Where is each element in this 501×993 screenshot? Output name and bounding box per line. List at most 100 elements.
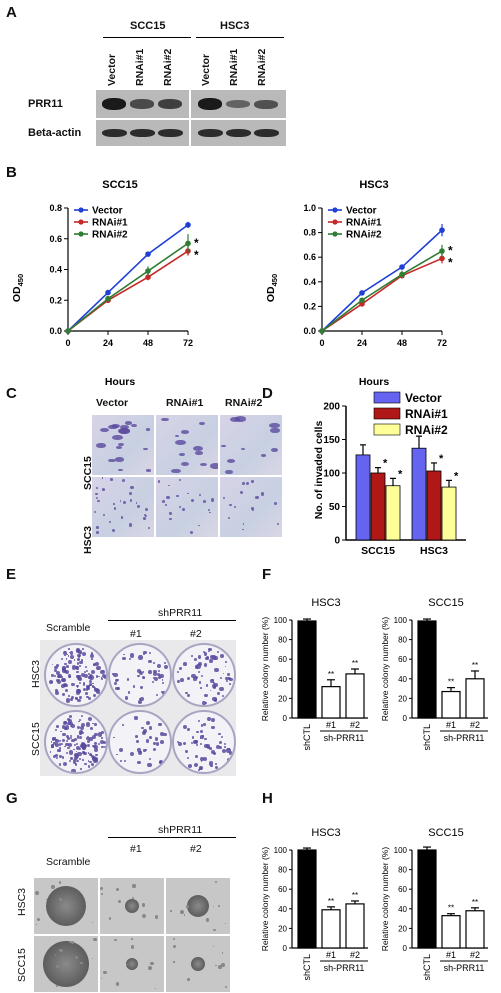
group-label: sh-PRR11	[444, 963, 485, 973]
colony	[215, 744, 220, 749]
blot-prr11	[96, 90, 286, 118]
colony	[53, 668, 57, 672]
scramble-label: Scramble	[46, 856, 91, 868]
colony	[197, 768, 201, 771]
bar	[426, 470, 442, 541]
legend-label: Vector	[405, 391, 442, 405]
lane-label: Vector	[106, 53, 118, 86]
colony	[149, 757, 152, 761]
colony	[201, 675, 204, 678]
colony	[76, 725, 80, 729]
colony	[219, 686, 224, 692]
stained-cell	[113, 507, 117, 510]
colony	[101, 745, 104, 749]
colony	[65, 698, 71, 703]
stained-cell	[93, 510, 96, 513]
stained-cell	[193, 446, 204, 452]
colony	[203, 652, 207, 656]
stained-cell	[241, 528, 244, 531]
debris	[154, 987, 156, 989]
colony	[129, 752, 135, 757]
colony	[95, 675, 99, 678]
shprr11-line	[108, 620, 236, 621]
colony	[90, 654, 95, 659]
colony	[66, 718, 71, 722]
x-tick-label: #1	[446, 950, 456, 960]
colony	[88, 696, 92, 701]
stained-cell	[207, 508, 211, 512]
stained-cell	[97, 499, 100, 503]
legend-marker	[78, 219, 84, 225]
series-line	[321, 257, 443, 332]
colony	[90, 673, 92, 676]
panel-label-f: F	[262, 566, 272, 583]
colony	[66, 736, 70, 740]
colony	[84, 762, 87, 766]
panel-label-b: B	[6, 164, 17, 181]
colony	[49, 750, 52, 753]
colony	[190, 742, 194, 745]
stained-cell	[146, 469, 151, 472]
data-point	[359, 297, 365, 304]
colony	[136, 674, 140, 678]
culture-dish	[44, 710, 108, 774]
colony	[94, 742, 97, 745]
colony	[206, 746, 210, 750]
colony	[113, 736, 115, 739]
stained-cell	[113, 503, 115, 505]
x-tick-label: shCTL	[422, 724, 432, 751]
y-tick-label: 60	[278, 655, 287, 664]
colony	[128, 658, 131, 661]
column-label: RNAi#1	[166, 397, 204, 409]
lane-label: RNAi#1	[228, 48, 240, 86]
colony	[103, 740, 106, 744]
stained-cell	[242, 523, 245, 525]
stained-cell	[171, 468, 182, 474]
bar	[355, 454, 371, 541]
colony	[78, 729, 84, 735]
colony	[56, 679, 61, 685]
colony	[226, 672, 230, 677]
legend-label: Vector	[346, 206, 377, 217]
colony	[196, 744, 198, 747]
bar	[345, 903, 365, 949]
sphere-tile	[100, 878, 164, 934]
colony	[60, 743, 63, 745]
data-point	[145, 251, 151, 257]
colony	[100, 677, 104, 681]
colony	[74, 763, 78, 766]
colony	[71, 682, 75, 687]
colony	[103, 675, 106, 679]
debris	[148, 966, 152, 971]
group-line-scc15	[103, 37, 191, 38]
column-label: Vector	[96, 397, 129, 409]
significance-star: *	[439, 453, 444, 465]
stained-cell	[195, 451, 203, 455]
debris	[93, 937, 97, 942]
debris	[214, 881, 217, 884]
debris	[173, 945, 176, 948]
y-tick-label: 80	[278, 636, 287, 645]
colony	[160, 731, 164, 736]
stained-cell	[227, 516, 231, 520]
colony	[112, 673, 114, 675]
colony	[76, 686, 79, 689]
bar	[385, 485, 401, 541]
data-point	[65, 328, 71, 334]
colony	[90, 683, 92, 686]
colony	[87, 760, 90, 762]
colony	[62, 762, 68, 767]
colony	[100, 740, 105, 745]
colony	[194, 754, 198, 758]
colony	[119, 760, 122, 762]
data-point	[319, 328, 325, 334]
stained-cell	[110, 478, 113, 481]
debris	[173, 961, 175, 963]
x-tick-label: 48	[397, 338, 407, 348]
colony	[122, 656, 126, 660]
colony	[215, 762, 217, 765]
colony	[205, 657, 209, 661]
significance-star: **	[328, 670, 334, 679]
colony	[199, 737, 202, 739]
debris	[115, 982, 120, 986]
